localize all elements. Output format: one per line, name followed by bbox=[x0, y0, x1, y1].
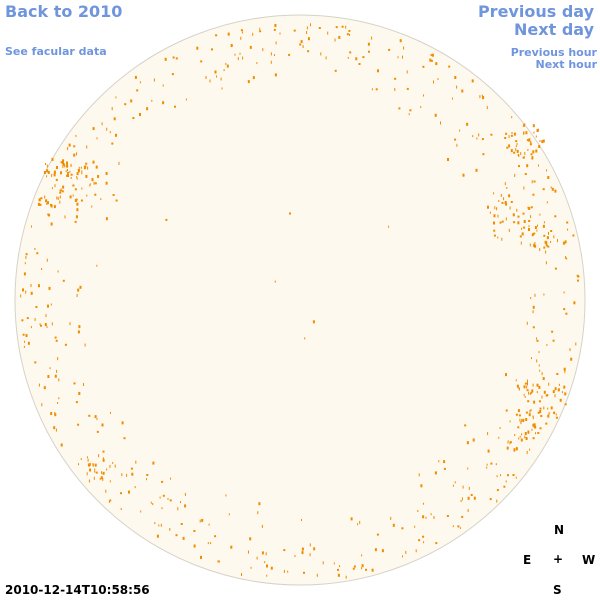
back-to-year-link[interactable]: Back to 2010 bbox=[5, 2, 123, 21]
compass-center-icon: + bbox=[553, 552, 564, 566]
observation-timestamp: 2010-12-14T10:58:56 bbox=[5, 583, 150, 597]
next-hour-link[interactable]: Next hour bbox=[535, 58, 598, 71]
compass-south-label: S bbox=[553, 583, 562, 597]
previous-day-link[interactable]: Previous day bbox=[477, 2, 594, 21]
next-day-link[interactable]: Next day bbox=[514, 20, 594, 39]
previous-hour-link[interactable]: Previous hour bbox=[510, 46, 597, 59]
plage-points bbox=[20, 23, 580, 579]
compass-west-label: W bbox=[582, 553, 596, 567]
compass-east-label: E bbox=[523, 553, 532, 567]
facular-data-link[interactable]: See facular data bbox=[5, 45, 107, 58]
compass-north-label: N bbox=[554, 523, 565, 537]
solar-disk bbox=[14, 14, 586, 586]
